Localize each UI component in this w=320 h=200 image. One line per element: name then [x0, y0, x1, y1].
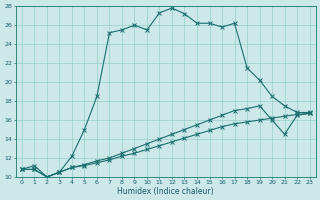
X-axis label: Humidex (Indice chaleur): Humidex (Indice chaleur)	[117, 187, 214, 196]
